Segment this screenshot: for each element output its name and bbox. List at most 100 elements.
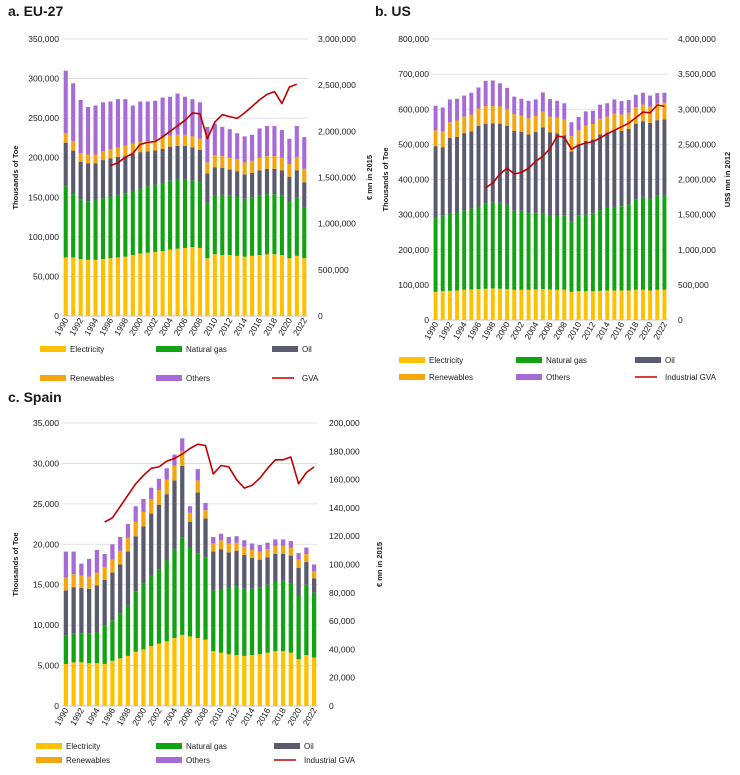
bar-others [190, 99, 195, 137]
bar-renewables [220, 156, 225, 169]
bar-renewables [505, 108, 510, 126]
y2-axis-label: € mn in 2015 [375, 542, 384, 587]
bar-oil [264, 168, 270, 195]
legend-item: Electricity [36, 742, 100, 751]
bar-oil [145, 151, 150, 187]
bar-others [662, 92, 667, 103]
bar-oil [533, 132, 538, 213]
bar-natural-gas [505, 204, 510, 290]
bar-oil [235, 171, 240, 197]
bar-oil [195, 492, 200, 554]
bar-others [79, 563, 84, 576]
bar-natural-gas [71, 633, 76, 663]
bar-electricity [168, 249, 173, 316]
x-tick-label: 2022 [651, 320, 669, 342]
bar-oil [440, 147, 445, 216]
bar-renewables [197, 138, 202, 150]
bar-natural-gas [226, 587, 231, 655]
bar-oil [118, 564, 123, 614]
bar-electricity [605, 290, 610, 320]
bar-natural-gas [235, 196, 240, 256]
bar-renewables [212, 155, 217, 168]
bar-renewables [433, 130, 438, 147]
bar-oil [576, 145, 581, 216]
x-tick-label: 1994 [84, 706, 102, 728]
bar-others [505, 87, 510, 109]
x-tick-label: 2020 [276, 316, 294, 338]
bar-oil [433, 146, 438, 219]
bar-electricity [626, 290, 631, 320]
bar-natural-gas [648, 198, 653, 291]
bar-natural-gas [633, 199, 638, 290]
bar-renewables [190, 136, 195, 148]
bar-natural-gas [294, 197, 299, 256]
bar-electricity [641, 289, 645, 320]
legend-swatch [635, 357, 661, 363]
bar-oil [569, 151, 574, 222]
bar-electricity [273, 651, 278, 706]
bar-electricity [141, 649, 146, 706]
bar-oil [490, 123, 495, 203]
bar-natural-gas [100, 198, 106, 260]
bar-others [533, 99, 538, 116]
chart-es: c. Spain 0 5,000 10,000 15,000 20,000 25,000 30… [8, 389, 384, 765]
bar-renewables [548, 116, 552, 133]
bar-electricity [296, 659, 301, 706]
bar-oil [130, 153, 135, 191]
bar-others [512, 96, 517, 115]
bar-natural-gas [440, 215, 445, 292]
bar-oil [288, 555, 293, 584]
bar-renewables [265, 549, 270, 558]
bar-others [288, 541, 293, 548]
bar-renewables [93, 154, 98, 164]
bar-electricity [483, 288, 488, 320]
y-tick-label: 200,000 [398, 245, 429, 255]
bar-electricity [212, 254, 217, 316]
bar-others [115, 99, 120, 148]
bar-oil [87, 588, 92, 634]
legend-swatch [516, 374, 542, 380]
x-tick-label: 2004 [161, 706, 179, 728]
legend-swatch [40, 375, 66, 381]
bar-others [235, 133, 240, 160]
bar-natural-gas [272, 194, 277, 255]
bar-natural-gas [79, 633, 84, 663]
bar-renewables [226, 543, 231, 553]
bar-electricity [662, 289, 667, 320]
bar-oil [655, 120, 660, 196]
bar-oil [160, 149, 165, 184]
gva-line [110, 83, 298, 167]
bar-electricity [257, 654, 262, 706]
bar-renewables [296, 559, 301, 568]
y-tick-label: 20,000 [33, 539, 59, 549]
bar-others [130, 105, 135, 144]
y-tick-label: 50,000 [33, 271, 59, 281]
bar-renewables [130, 143, 135, 154]
bar-natural-gas [234, 586, 239, 656]
legend-swatch [156, 375, 182, 381]
bar-renewables [156, 490, 162, 505]
bar-renewables [86, 154, 91, 164]
y2-tick-label: 0 [678, 315, 683, 325]
legend-item: Renewables [40, 374, 114, 383]
bar-renewables [125, 537, 131, 552]
bar-others [612, 99, 617, 114]
bar-oil [93, 163, 98, 201]
bar-electricity [145, 252, 150, 316]
y2-tick-label: 0 [318, 311, 323, 321]
bar-oil [505, 125, 510, 205]
bar-renewables [235, 159, 240, 172]
bar-electricity [294, 255, 299, 316]
bar-oil [287, 176, 292, 203]
bar-natural-gas [626, 204, 631, 291]
bar-others [160, 97, 165, 138]
x-tick-label: 2012 [216, 316, 234, 338]
bar-renewables [662, 102, 667, 120]
bar-electricity [160, 251, 165, 316]
bar-renewables [71, 574, 76, 588]
legend-swatch [156, 743, 182, 749]
legend-label: Others [546, 373, 570, 382]
bar-electricity [242, 655, 247, 706]
bar-natural-gas [63, 635, 69, 664]
bar-others [205, 126, 210, 163]
